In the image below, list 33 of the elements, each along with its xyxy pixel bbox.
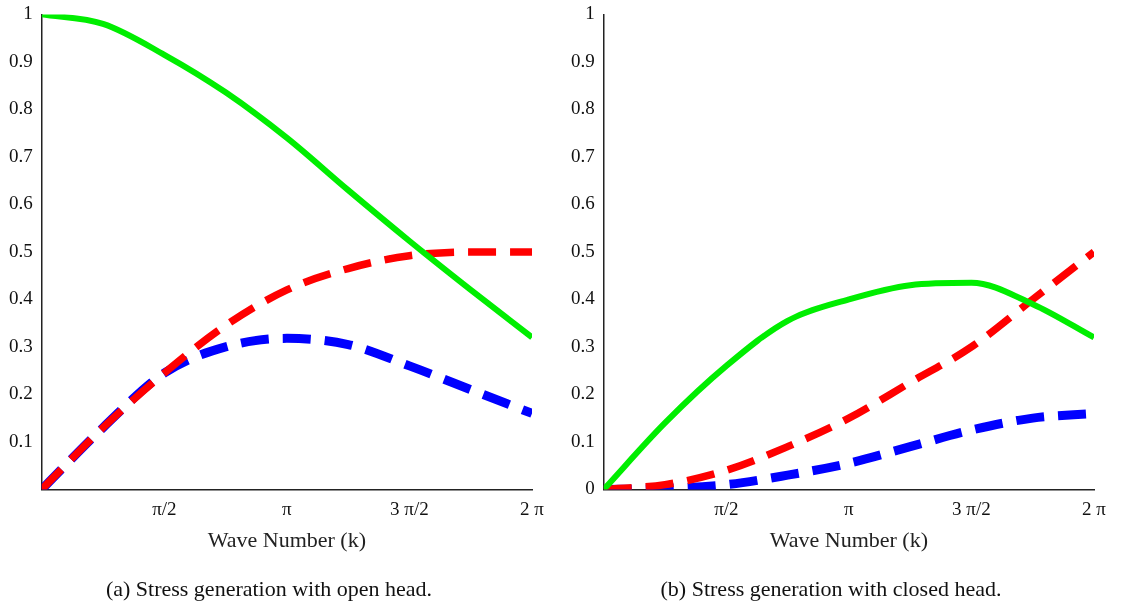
x-axis-title: Wave Number (k) <box>207 527 367 553</box>
y-tick-label: 0.8 <box>9 97 33 119</box>
y-tick-label: 0.7 <box>571 144 595 166</box>
x-tick-label: 3 π/2 <box>390 497 429 519</box>
y-tick-label: 0.9 <box>571 49 595 71</box>
y-tick-label: 0.3 <box>9 334 33 356</box>
y-tick-label: 0.5 <box>9 239 33 261</box>
x-tick-label: π <box>282 497 293 519</box>
y-tick-label: 0.9 <box>9 49 33 71</box>
y-tick-label: 0.8 <box>571 97 595 119</box>
y-tick-label: 0.4 <box>571 287 596 309</box>
y-tick-label: 0.6 <box>571 192 595 214</box>
x-tick-label: 2 π <box>1082 497 1107 519</box>
y-tick-label: 0.7 <box>9 144 33 166</box>
y-tick-label: 0 <box>585 477 595 499</box>
text: (a) Stress generation with open head. <box>105 575 433 601</box>
y-tick-label: 0.2 <box>9 382 33 404</box>
y-tick-label: 0.1 <box>9 429 33 451</box>
y-tick-label: 0.4 <box>9 287 34 309</box>
y-tick-label: 0.2 <box>571 382 595 404</box>
y-tick-label: 0.5 <box>571 239 595 261</box>
y-tick-label: 1 <box>23 2 33 24</box>
x-tick-label: π/2 <box>152 497 177 519</box>
x-tick-label: π/2 <box>714 497 739 519</box>
y-tick-label: 0.6 <box>9 192 33 214</box>
y-tick-label: 0.3 <box>571 334 595 356</box>
y-tick-label: 0.1 <box>571 429 595 451</box>
x-axis-title: Wave Number (k) <box>769 527 929 553</box>
y-tick-label: 1 <box>585 2 595 24</box>
text: (b) Stress generation with closed head. <box>660 575 1002 601</box>
x-tick-label: π <box>844 497 855 519</box>
x-tick-label: 2 π <box>520 497 545 519</box>
x-tick-label: 3 π/2 <box>952 497 991 519</box>
